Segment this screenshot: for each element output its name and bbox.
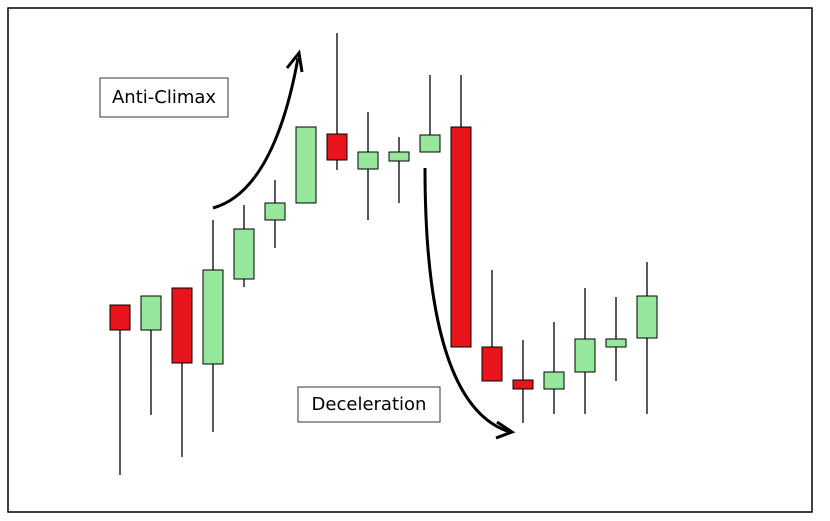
candle-body	[388, 151, 410, 162]
candle-body	[202, 269, 224, 365]
candle-body	[605, 338, 627, 348]
candle-body	[574, 338, 596, 373]
candle-body	[419, 134, 441, 153]
arrow-head	[495, 420, 516, 440]
annotation-box	[99, 77, 229, 118]
arrow	[212, 57, 300, 210]
candle-body	[481, 346, 503, 382]
candle-body	[326, 133, 348, 161]
candle-body	[636, 295, 658, 339]
candle-body	[140, 295, 162, 331]
candle-body	[543, 371, 565, 390]
candle-body	[295, 126, 317, 204]
candle-body	[512, 379, 534, 390]
candle-body	[109, 304, 131, 331]
candle-body	[357, 151, 379, 170]
candle-body	[264, 202, 286, 221]
arrow	[423, 167, 511, 434]
annotation: Deceleration	[312, 394, 427, 415]
candle-body	[233, 228, 255, 280]
candle-body	[171, 287, 193, 364]
arrow-head	[285, 49, 304, 73]
candle-body	[450, 126, 472, 348]
annotation-box	[297, 386, 441, 423]
annotation: Anti-Climax	[112, 87, 216, 108]
